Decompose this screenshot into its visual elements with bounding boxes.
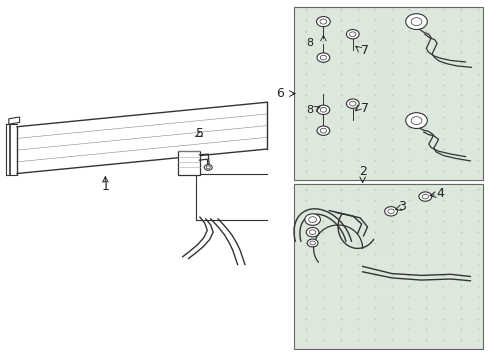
- Circle shape: [317, 17, 330, 27]
- Circle shape: [406, 113, 427, 129]
- Text: 1: 1: [101, 180, 109, 193]
- Text: 5: 5: [196, 127, 204, 140]
- Polygon shape: [9, 117, 20, 124]
- Text: 3: 3: [398, 201, 406, 213]
- Circle shape: [317, 105, 330, 114]
- Circle shape: [204, 165, 212, 170]
- Circle shape: [317, 53, 330, 62]
- Circle shape: [385, 207, 397, 216]
- Text: 4: 4: [436, 187, 444, 200]
- Bar: [294, 7, 483, 180]
- Text: 8: 8: [306, 38, 313, 48]
- Circle shape: [346, 30, 359, 39]
- Circle shape: [406, 14, 427, 30]
- Text: 8: 8: [306, 105, 313, 115]
- Text: 6: 6: [276, 87, 284, 100]
- Circle shape: [306, 228, 319, 237]
- Circle shape: [346, 99, 359, 108]
- Circle shape: [317, 126, 330, 135]
- Text: 7: 7: [361, 44, 369, 57]
- Circle shape: [307, 239, 318, 247]
- Circle shape: [419, 192, 432, 201]
- Text: 7: 7: [361, 102, 369, 114]
- Circle shape: [305, 214, 320, 225]
- Bar: [178, 151, 200, 175]
- Text: 2: 2: [359, 165, 367, 178]
- Bar: [294, 184, 483, 349]
